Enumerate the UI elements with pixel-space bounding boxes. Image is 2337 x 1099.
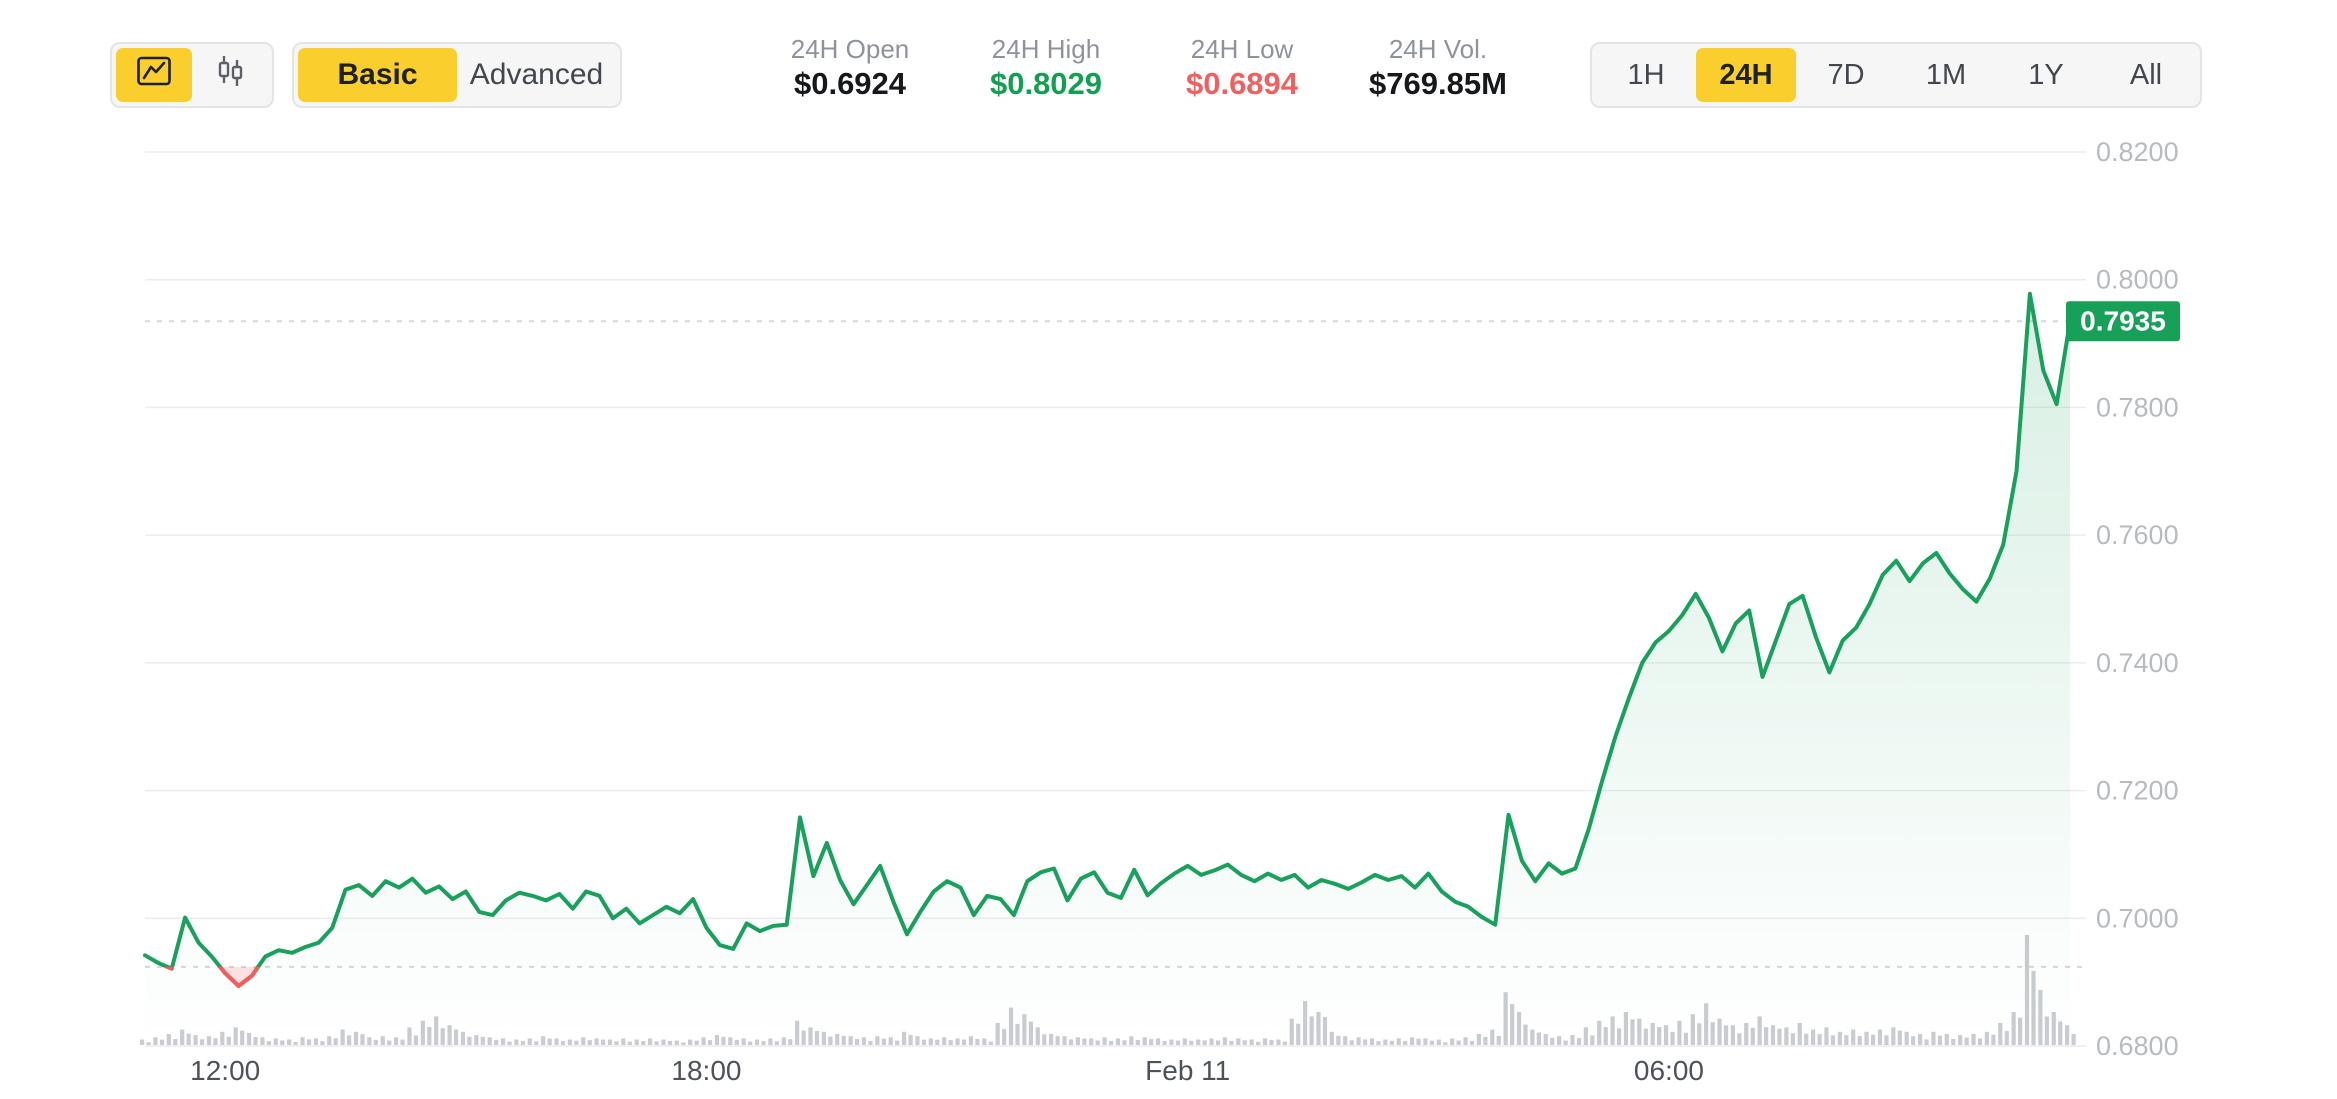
- interval-24h-label: 24H: [1719, 58, 1773, 91]
- interval-1m-button[interactable]: 1M: [1896, 48, 1996, 102]
- interval-7d-button[interactable]: 7D: [1796, 48, 1896, 102]
- x-axis-label: 12:00: [190, 1055, 260, 1086]
- y-axis-label: 0.7200: [2096, 776, 2179, 806]
- price-area-fill: [145, 293, 2070, 1045]
- candlestick-icon: [212, 53, 248, 97]
- x-axis-label: 06:00: [1634, 1055, 1704, 1086]
- interval-1y-label: 1Y: [2028, 58, 2064, 91]
- price-line: [143, 291, 2072, 988]
- advanced-mode-button[interactable]: Advanced: [457, 48, 616, 102]
- last-price-badge-text: 0.7935: [2080, 306, 2166, 337]
- advanced-mode-label: Advanced: [469, 58, 604, 91]
- volume-bar: [2071, 1033, 2076, 1045]
- stat-volume-value: $769.85M: [1369, 66, 1507, 101]
- interval-7d-label: 7D: [1827, 58, 1865, 91]
- line-chart-icon: [136, 54, 172, 96]
- y-axis-label: 0.8200: [2096, 137, 2179, 167]
- interval-all-button[interactable]: All: [2096, 48, 2196, 102]
- interval-24h-button[interactable]: 24H: [1696, 48, 1796, 102]
- stat-open-label: 24H Open: [790, 34, 910, 64]
- interval-1h-label: 1H: [1627, 58, 1665, 91]
- stat-high-label: 24H High: [991, 34, 1101, 64]
- stat-low-label: 24H Low: [1190, 34, 1294, 64]
- basic-mode-label: Basic: [337, 58, 418, 91]
- y-axis-label: 0.8000: [2096, 265, 2179, 295]
- interval-1y-button[interactable]: 1Y: [1996, 48, 2096, 102]
- y-axis-label: 0.7600: [2096, 520, 2179, 550]
- stat-24h-volume: 24H Vol. $769.85M: [1369, 34, 1507, 104]
- candlestick-chart-button[interactable]: [192, 48, 268, 102]
- x-axis-label: 18:00: [671, 1055, 741, 1086]
- stat-24h-low: 24H Low $0.6894: [1186, 34, 1298, 104]
- stat-high-value: $0.8029: [989, 66, 1103, 101]
- y-axis-label: 0.6800: [2096, 1031, 2179, 1061]
- y-axis-label: 0.7000: [2096, 903, 2179, 933]
- stat-volume-label: 24H Vol.: [1388, 34, 1488, 64]
- last-price-badge: [2066, 301, 2180, 342]
- y-axis-label: 0.7800: [2096, 392, 2179, 422]
- stat-low-value: $0.6894: [1185, 66, 1299, 101]
- stat-24h-high: 24H High $0.8029: [990, 34, 1102, 104]
- x-axis-label: Feb 11: [1145, 1055, 1230, 1086]
- mode-toggle: Basic Advanced: [292, 42, 622, 108]
- chart-type-toggle: [110, 42, 274, 108]
- interval-1m-label: 1M: [1925, 58, 1967, 91]
- stat-24h-open: 24H Open $0.6924: [791, 34, 910, 104]
- interval-1h-button[interactable]: 1H: [1596, 48, 1696, 102]
- interval-selector: 1H 24H 7D 1M 1Y All: [1590, 42, 2202, 108]
- line-chart-button[interactable]: [116, 48, 192, 102]
- volume-bar: [140, 1039, 145, 1045]
- y-axis-label: 0.7400: [2096, 648, 2179, 678]
- stat-open-value: $0.6924: [793, 66, 907, 101]
- basic-mode-button[interactable]: Basic: [298, 48, 457, 102]
- interval-all-label: All: [2129, 58, 2163, 91]
